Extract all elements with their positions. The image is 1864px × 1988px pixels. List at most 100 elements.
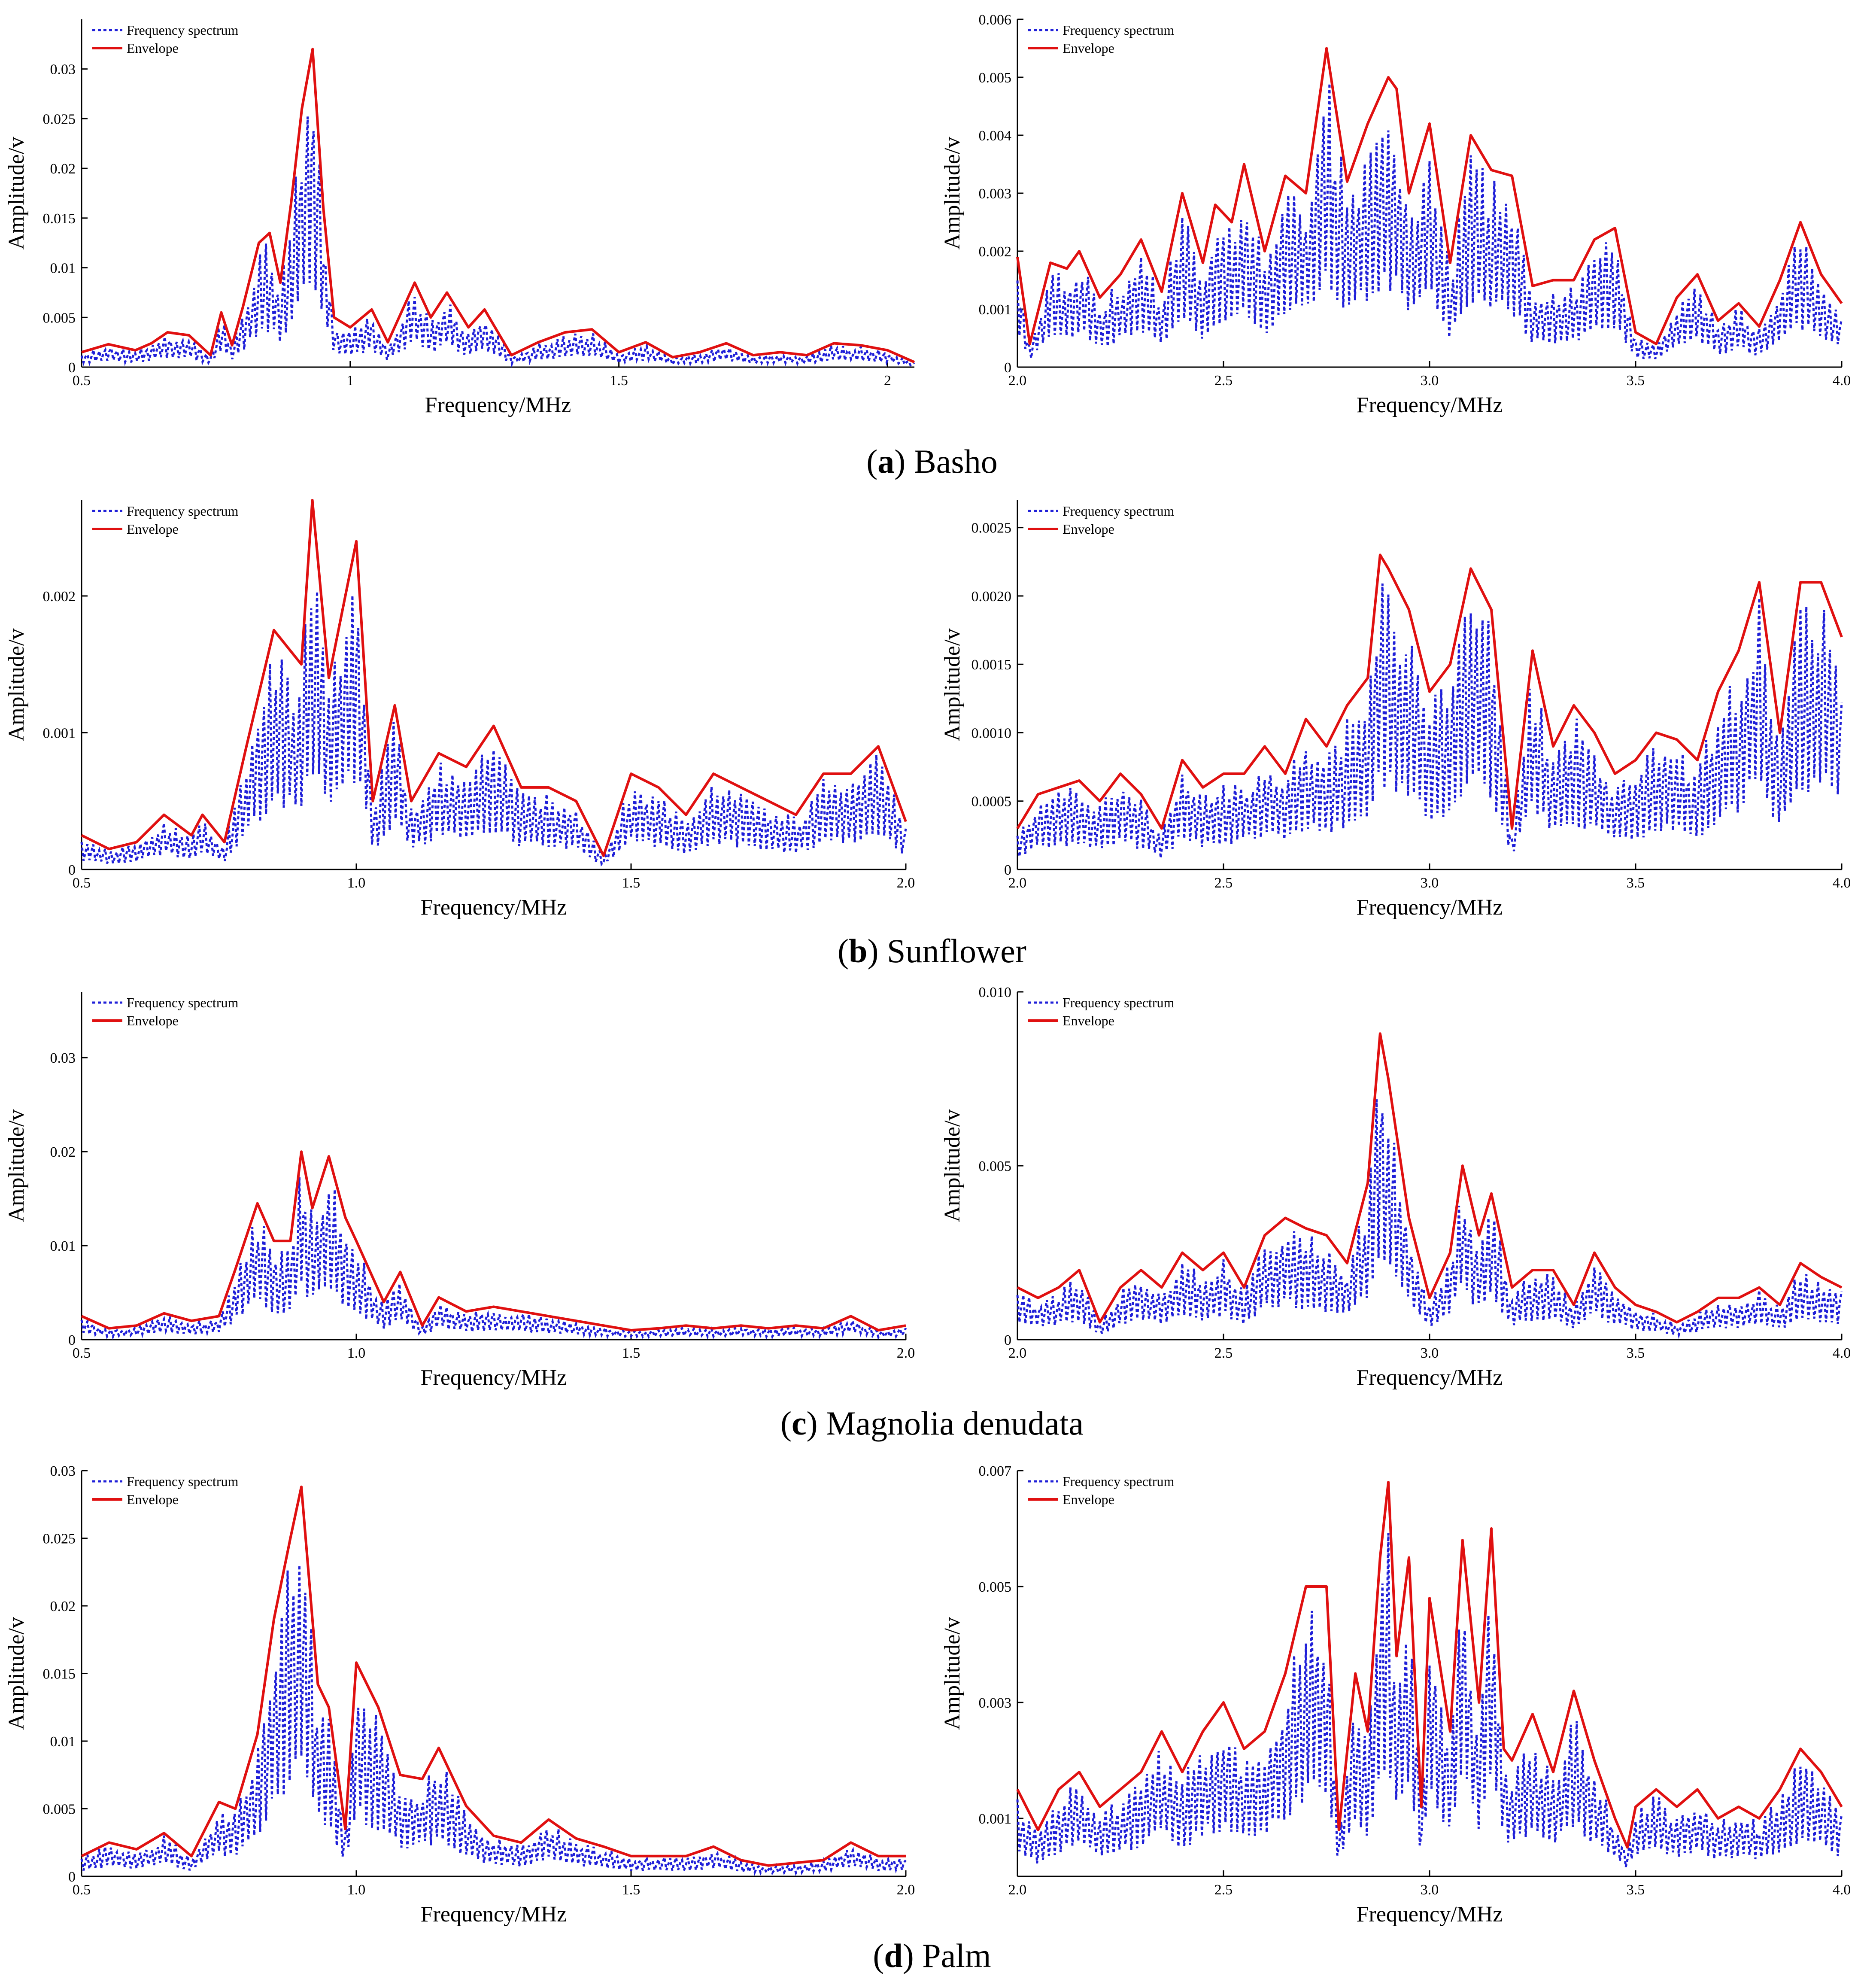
legend-envelope-label: Envelope bbox=[1063, 1492, 1114, 1507]
x-tick-label: 1.5 bbox=[622, 1882, 641, 1898]
x-axis-label: Frequency/MHz bbox=[421, 1902, 567, 1927]
chart-a-right: 2.0 2.5 3.0 3.5 4.0 0 0.001 0.002 0.003 0.004 0.00… bbox=[940, 12, 1851, 417]
y-axis-label: Amplitude/v bbox=[940, 629, 965, 742]
x-tick-label: 2.0 bbox=[897, 875, 915, 891]
x-tick-label: 4.0 bbox=[1833, 1345, 1851, 1361]
legend-envelope-label: Envelope bbox=[127, 40, 179, 56]
x-axis-label: Frequency/MHz bbox=[425, 393, 571, 417]
y-tick-label: 0.002 bbox=[979, 244, 1012, 260]
y-tick-label: 0.0005 bbox=[971, 794, 1012, 810]
x-tick-label: 3.0 bbox=[1421, 875, 1439, 891]
y-tick-label: 0.015 bbox=[43, 211, 76, 227]
envelope-line bbox=[81, 1150, 906, 1332]
x-tick-label: 0.5 bbox=[73, 1345, 91, 1361]
x-tick-label: 3.0 bbox=[1421, 373, 1439, 389]
y-tick-label: 0.001 bbox=[979, 1811, 1012, 1827]
y-tick-label: 0.005 bbox=[979, 1158, 1012, 1174]
y-tick-label: 0.02 bbox=[50, 1144, 76, 1160]
x-tick-label: 2.0 bbox=[1008, 1345, 1027, 1361]
y-tick-label: 0.025 bbox=[43, 111, 76, 127]
x-tick-label: 1.5 bbox=[622, 1345, 641, 1361]
caption-b: (b) Sunflower bbox=[838, 932, 1026, 970]
y-tick-label: 0.02 bbox=[50, 1599, 76, 1614]
y-tick-label: 0 bbox=[1004, 862, 1011, 878]
envelope-line bbox=[1017, 1032, 1843, 1324]
y-tick-label: 0.03 bbox=[50, 1463, 76, 1479]
y-tick-label: 0.03 bbox=[50, 62, 76, 78]
x-tick-label: 3.5 bbox=[1627, 1345, 1645, 1361]
x-tick-label: 4.0 bbox=[1833, 875, 1851, 891]
x-tick-label: 0.5 bbox=[73, 373, 91, 389]
frequency-spectrum-line bbox=[1016, 83, 1843, 359]
x-tick-label: 1 bbox=[346, 373, 354, 389]
x-tick-label: 0.5 bbox=[73, 875, 91, 891]
x-tick-label: 2 bbox=[884, 373, 891, 389]
x-tick-label: 1.0 bbox=[347, 1882, 366, 1898]
y-tick-label: 0.025 bbox=[43, 1531, 76, 1547]
x-tick-label: 2.5 bbox=[1214, 373, 1233, 389]
envelope-line bbox=[1016, 1481, 1843, 1849]
y-tick-label: 0.015 bbox=[43, 1666, 76, 1682]
y-tick-label: 0.007 bbox=[979, 1463, 1012, 1479]
frequency-spectrum-line bbox=[80, 116, 915, 368]
y-tick-label: 0.0010 bbox=[971, 725, 1012, 741]
y-tick-label: 0.0020 bbox=[971, 589, 1012, 605]
y-axis-label: Amplitude/v bbox=[4, 629, 29, 742]
legend-envelope-label: Envelope bbox=[1063, 521, 1114, 537]
y-tick-label: 0.003 bbox=[979, 1695, 1012, 1711]
chart-a-left: 0.5 1 1.5 2 0 0.005 0.01 0.015 0.02 0.025 0.03 Freq… bbox=[4, 19, 915, 417]
envelope-line bbox=[1016, 47, 1843, 345]
y-axis-label: Amplitude/v bbox=[940, 137, 965, 250]
x-tick-label: 3.0 bbox=[1421, 1345, 1439, 1361]
legend-spectrum-label: Frequency spectrum bbox=[1063, 503, 1174, 519]
x-tick-label: 3.5 bbox=[1627, 373, 1645, 389]
legend-spectrum-label: Frequency spectrum bbox=[1063, 22, 1174, 38]
x-tick-label: 2.5 bbox=[1214, 1882, 1233, 1898]
x-tick-label: 0.5 bbox=[73, 1882, 91, 1898]
y-tick-label: 0.006 bbox=[979, 12, 1012, 28]
y-axis-label: Amplitude/v bbox=[940, 1110, 965, 1222]
x-tick-label: 2.0 bbox=[1008, 373, 1027, 389]
chart-b-right: 2.0 2.5 3.0 3.5 4.0 0 0.0005 0.0010 0.0015 0.0020… bbox=[940, 500, 1851, 920]
y-tick-label: 0.001 bbox=[979, 302, 1012, 318]
chart-b-left: 0.5 1.0 1.5 2.0 0 0.001 0.002 Frequency/MHz Ampl… bbox=[4, 499, 915, 920]
y-tick-label: 0.001 bbox=[43, 725, 76, 741]
y-tick-label: 0.010 bbox=[979, 985, 1012, 1000]
y-tick-label: 0.005 bbox=[979, 70, 1012, 86]
y-tick-label: 0.01 bbox=[50, 261, 76, 277]
chart-d-right: 2.0 2.5 3.0 3.5 4.0 0.001 0.003 0.005 0.007 Frequ… bbox=[940, 1463, 1851, 1927]
y-tick-label: 0 bbox=[1004, 1332, 1011, 1348]
legend-envelope-label: Envelope bbox=[127, 1492, 179, 1507]
legend-envelope-label: Envelope bbox=[1063, 1013, 1114, 1028]
frequency-spectrum-line bbox=[80, 1565, 907, 1876]
x-tick-label: 1.0 bbox=[347, 875, 366, 891]
y-tick-label: 0.005 bbox=[43, 1802, 76, 1818]
caption-c: (c) Magnolia denudata bbox=[780, 1404, 1084, 1442]
x-axis-label: Frequency/MHz bbox=[1357, 393, 1503, 417]
x-tick-label: 1.5 bbox=[622, 875, 641, 891]
x-axis-label: Frequency/MHz bbox=[1357, 1902, 1503, 1927]
frequency-spectrum-line bbox=[1016, 583, 1843, 858]
x-axis-label: Frequency/MHz bbox=[1357, 895, 1503, 920]
y-axis-label: Amplitude/v bbox=[4, 137, 29, 250]
envelope-line bbox=[81, 1485, 906, 1867]
frequency-spectrum-line bbox=[1016, 1533, 1843, 1867]
y-tick-label: 0.01 bbox=[50, 1734, 76, 1750]
x-tick-label: 3.5 bbox=[1627, 1882, 1645, 1898]
legend-spectrum-label: Frequency spectrum bbox=[1063, 995, 1174, 1010]
chart-c-left: 0.5 1.0 1.5 2.0 0 0.01 0.02 0.03 Frequency/MHz Am… bbox=[4, 992, 915, 1390]
x-tick-label: 2.0 bbox=[1008, 875, 1027, 891]
y-tick-label: 0.005 bbox=[43, 310, 76, 326]
legend-spectrum-label: Frequency spectrum bbox=[127, 503, 238, 519]
y-tick-label: 0 bbox=[68, 360, 76, 376]
x-tick-label: 2.0 bbox=[1008, 1882, 1027, 1898]
y-tick-label: 0.005 bbox=[979, 1579, 1012, 1595]
y-axis-label: Amplitude/v bbox=[4, 1617, 29, 1730]
x-tick-label: 2.5 bbox=[1214, 875, 1233, 891]
y-tick-label: 0 bbox=[68, 862, 76, 878]
legend-envelope-label: Envelope bbox=[127, 1013, 179, 1028]
legend-envelope-label: Envelope bbox=[127, 521, 179, 537]
y-tick-label: 0 bbox=[68, 1332, 76, 1348]
x-tick-label: 2.5 bbox=[1214, 1345, 1233, 1361]
